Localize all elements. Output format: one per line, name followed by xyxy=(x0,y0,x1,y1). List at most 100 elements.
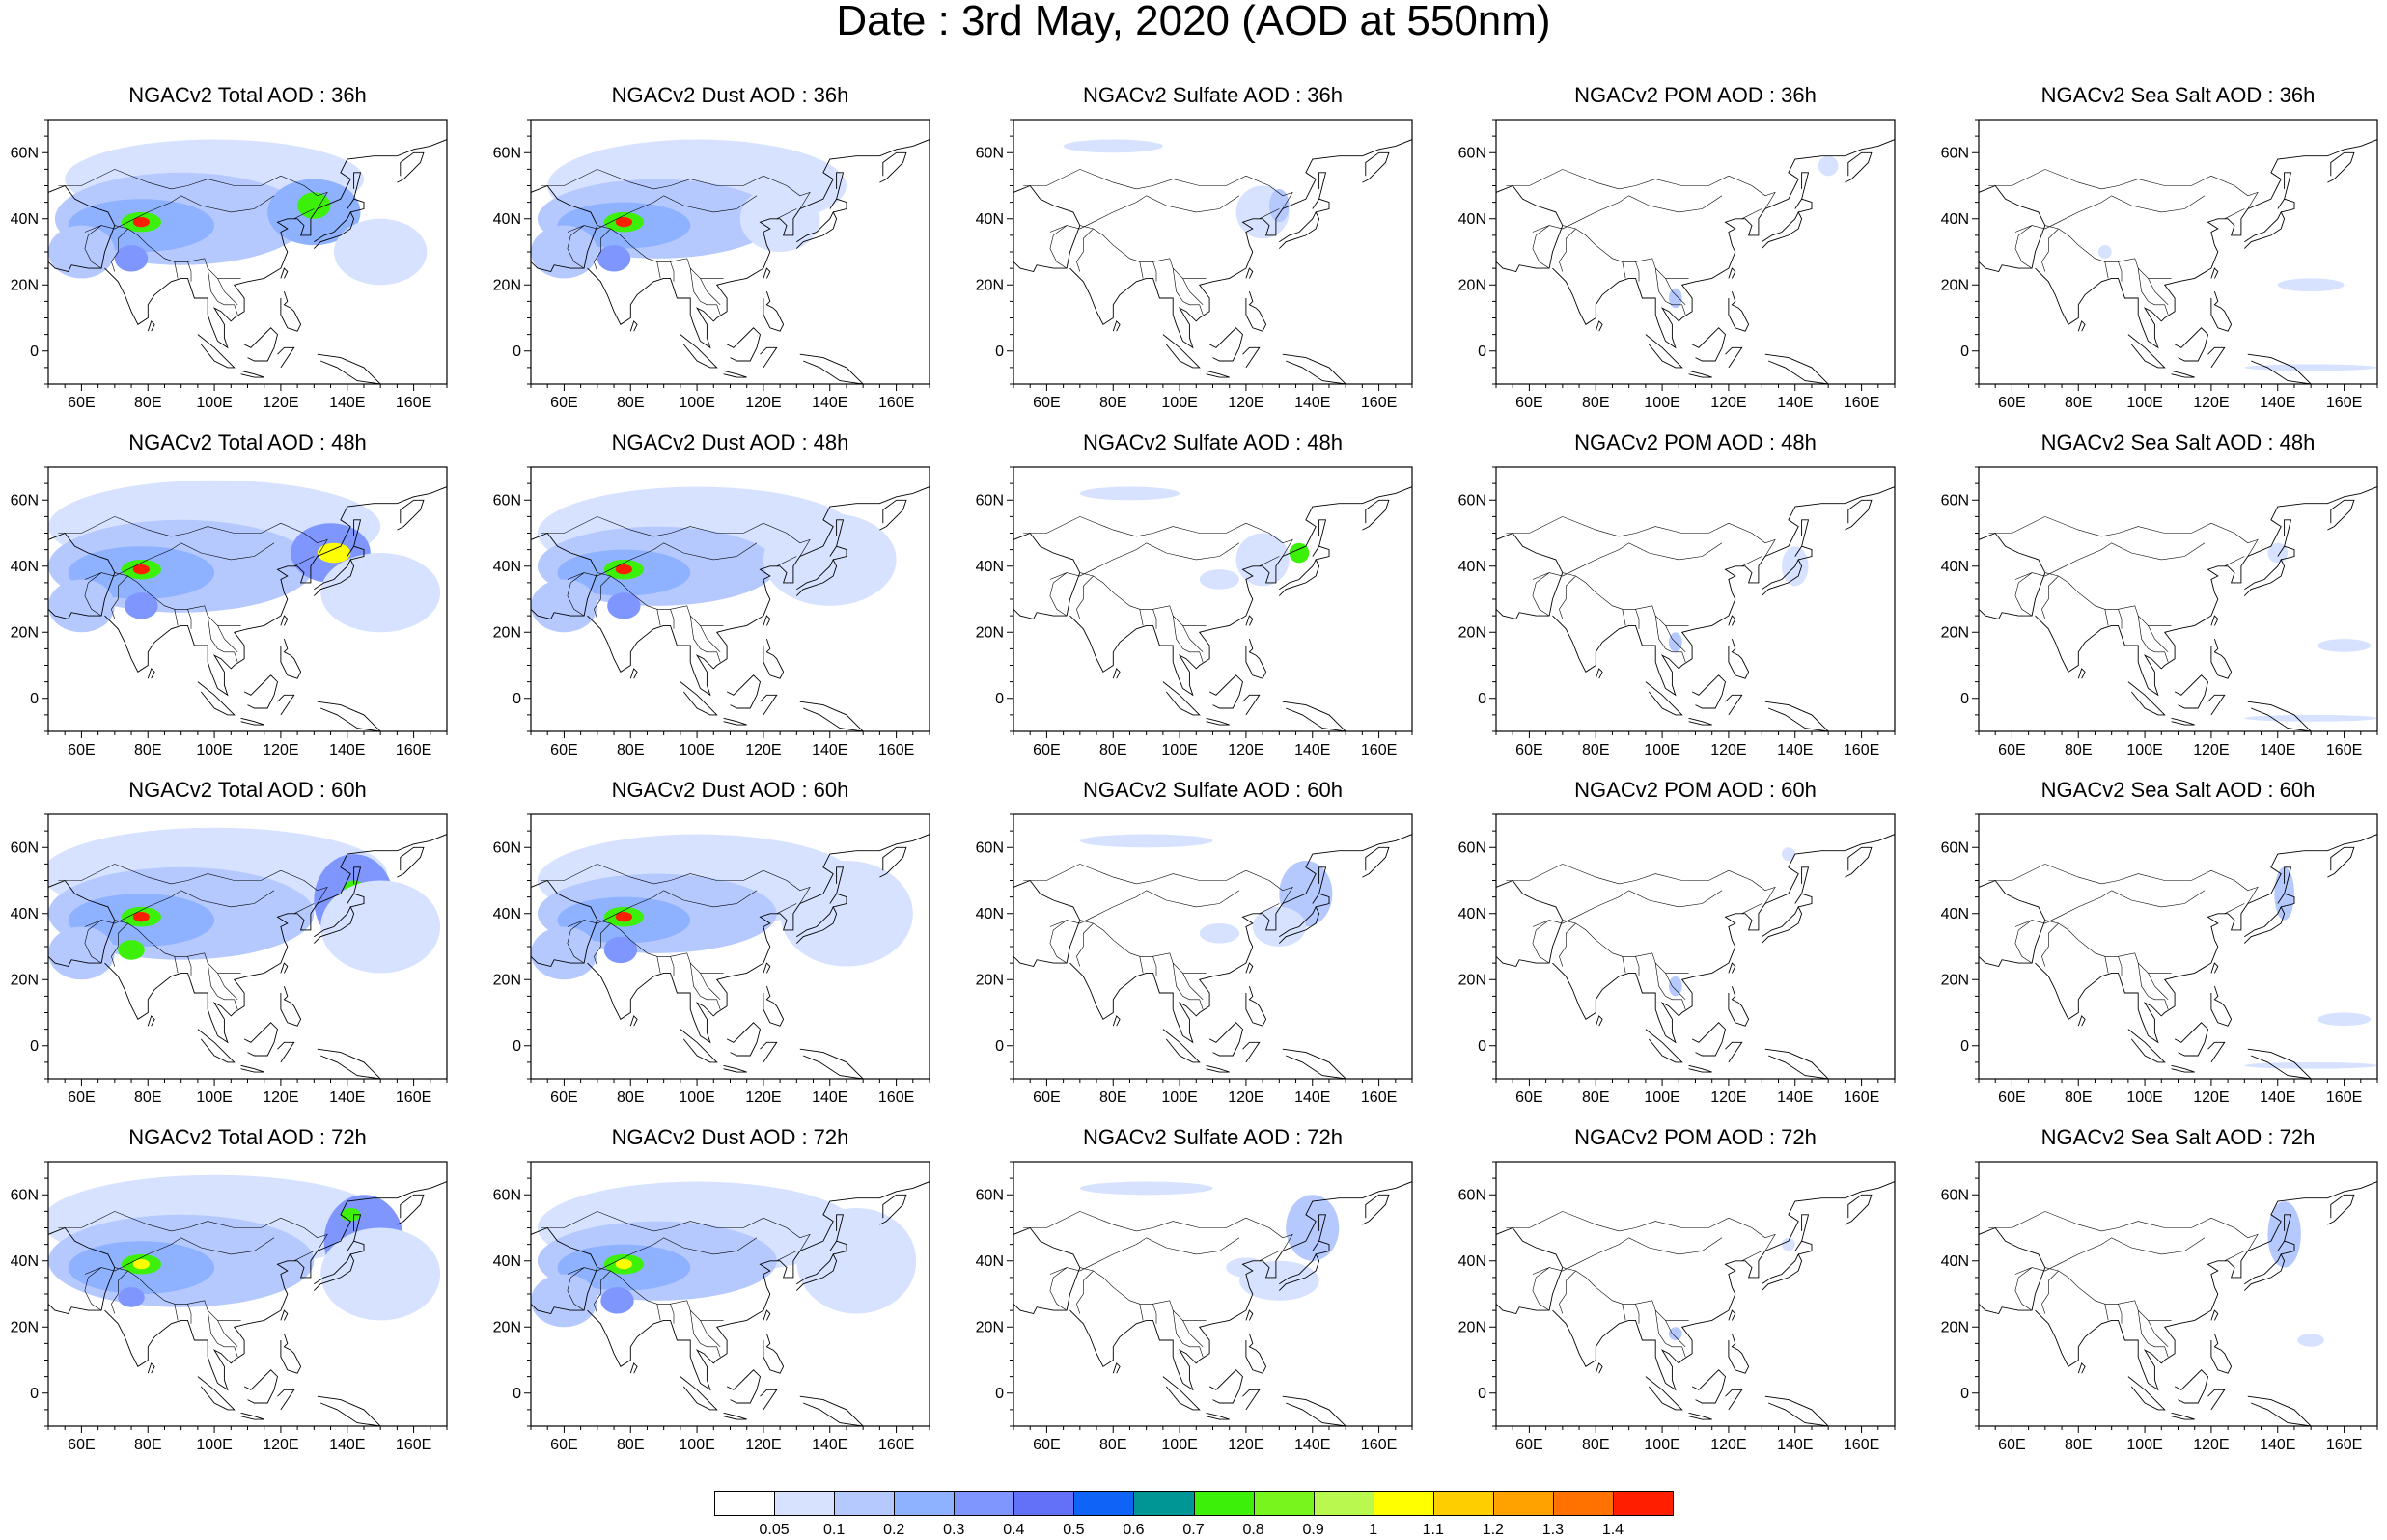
colorbar-swatch xyxy=(1552,1491,1614,1516)
panel-grid: NGACv2 Total AOD : 36h 60E 80E 100E 120E 140E… xyxy=(11,85,2378,1453)
map-plot: 60E 80E 100E 120E 140E 160E 60N 40N 20N 0 xyxy=(1458,119,1896,411)
aod-contour-region xyxy=(1668,288,1682,309)
coastline xyxy=(1691,674,1726,709)
colorbar-swatch xyxy=(1492,1491,1554,1516)
x-tick-label: 120E xyxy=(1228,1089,1263,1106)
map-frame xyxy=(1495,813,1896,1080)
map-panel: NGACv2 Total AOD : 48h 60E 80E 100E 120E 140E… xyxy=(11,432,448,760)
coastline xyxy=(2243,558,2286,596)
coastline xyxy=(2174,1369,2208,1404)
country-border xyxy=(187,609,192,629)
y-tick-label: 0 xyxy=(513,1386,521,1402)
map-frame xyxy=(1013,1161,1413,1427)
colorbar-label: 0.7 xyxy=(1182,1522,1205,1538)
x-tick-label: 120E xyxy=(1710,395,1746,411)
map-plot: 60E 80E 100E 120E 140E 160E 60N 40N 20N 0 xyxy=(1458,813,1896,1106)
y-tick-label: 0 xyxy=(30,1038,39,1055)
y-tick-label: 0 xyxy=(513,691,521,707)
country-border xyxy=(174,261,179,279)
panel-title: NGACv2 POM AOD : 48h xyxy=(1574,430,1817,454)
coastline xyxy=(197,681,236,716)
coastline xyxy=(2127,334,2166,369)
panel-title: NGACv2 Total AOD : 72h xyxy=(128,1125,367,1149)
y-tick-label: 20N xyxy=(493,1319,521,1335)
map-frame xyxy=(1978,1161,2378,1427)
map-plot: 60E 80E 100E 120E 140E 160E 60N 40N 20N 0 xyxy=(11,1161,448,1453)
aod-contour-region xyxy=(48,225,115,279)
country-border xyxy=(776,903,797,915)
country-border xyxy=(1665,1320,1686,1348)
aod-contour-region xyxy=(615,564,632,575)
coastline xyxy=(1069,834,1412,1044)
country-border xyxy=(2014,890,2206,927)
y-tick-label: 20N xyxy=(1941,972,1969,988)
coastline xyxy=(2127,1376,2166,1411)
y-tick-label: 20N xyxy=(493,624,521,641)
coastline xyxy=(347,893,365,908)
coastline xyxy=(726,674,761,709)
coastline xyxy=(313,905,355,944)
country-border xyxy=(174,1304,179,1321)
y-tick-label: 60N xyxy=(11,1187,39,1203)
x-tick-label: 80E xyxy=(1582,1437,1609,1453)
map-panel: NGACv2 POM AOD : 60h 60E 80E 100E 120E 140E 16… xyxy=(1458,780,1896,1108)
country-border xyxy=(1741,208,1762,220)
aod-contour-region xyxy=(531,1274,597,1328)
coastline xyxy=(1725,1041,1743,1063)
coastline xyxy=(240,1412,264,1420)
colorbar-swatch xyxy=(774,1491,836,1516)
map-frame xyxy=(1013,119,1413,385)
aod-contour-region xyxy=(48,579,115,633)
coastline xyxy=(1845,846,1873,878)
coastline xyxy=(2171,370,2195,378)
x-tick-label: 80E xyxy=(1099,395,1126,411)
country-border xyxy=(1635,609,1640,629)
x-tick-label: 80E xyxy=(1582,742,1609,758)
coastline xyxy=(2247,701,2312,731)
x-tick-label: 160E xyxy=(2326,1437,2362,1453)
x-tick-label: 100E xyxy=(1644,1437,1679,1453)
map-panel: NGACv2 Sulfate AOD : 36h 60E 80E 100E 120E 14… xyxy=(976,85,1413,413)
coastline xyxy=(1761,558,1803,596)
x-tick-label: 160E xyxy=(878,742,914,758)
coastline xyxy=(1206,370,1230,378)
coastline xyxy=(1069,1181,1412,1391)
x-tick-label: 140E xyxy=(329,1437,365,1453)
coastline xyxy=(280,1333,302,1374)
coastline xyxy=(313,558,355,596)
aod-contour-region xyxy=(125,592,158,619)
coastline xyxy=(243,1369,278,1404)
y-tick-label: 0 xyxy=(1960,344,1969,360)
country-border xyxy=(207,616,238,663)
country-border xyxy=(58,1211,328,1251)
coastline xyxy=(1362,846,1390,878)
aod-contour-region xyxy=(1668,1327,1682,1340)
aod-contour-region xyxy=(320,880,441,974)
country-border xyxy=(84,920,102,964)
coastline xyxy=(1162,334,1201,369)
country-border xyxy=(594,228,611,272)
coastline xyxy=(836,172,845,200)
coastline xyxy=(317,353,381,384)
coastline xyxy=(48,532,116,620)
coastline xyxy=(1242,346,1261,369)
coastline xyxy=(799,1395,864,1426)
y-tick-label: 0 xyxy=(995,691,1004,707)
panel-title: NGACv2 Sulfate AOD : 60h xyxy=(1082,778,1344,802)
country-border xyxy=(594,575,611,619)
x-tick-label: 160E xyxy=(396,742,431,758)
coastline xyxy=(104,1181,447,1391)
map-panel: NGACv2 Dust AOD : 60h 60E 80E 100E 120E 140E 1… xyxy=(493,780,930,1108)
country-border xyxy=(670,956,675,976)
coastline xyxy=(48,1226,116,1315)
y-tick-label: 20N xyxy=(1458,624,1486,641)
y-tick-label: 0 xyxy=(995,1386,1004,1402)
country-border xyxy=(1532,572,1550,617)
colorbar-label: 0.9 xyxy=(1302,1522,1324,1538)
coastline xyxy=(836,866,845,894)
country-border xyxy=(656,609,661,626)
x-tick-label: 100E xyxy=(1644,395,1679,411)
coastline xyxy=(1208,1369,1243,1404)
coastline xyxy=(799,353,864,384)
x-tick-label: 140E xyxy=(2260,395,2295,411)
